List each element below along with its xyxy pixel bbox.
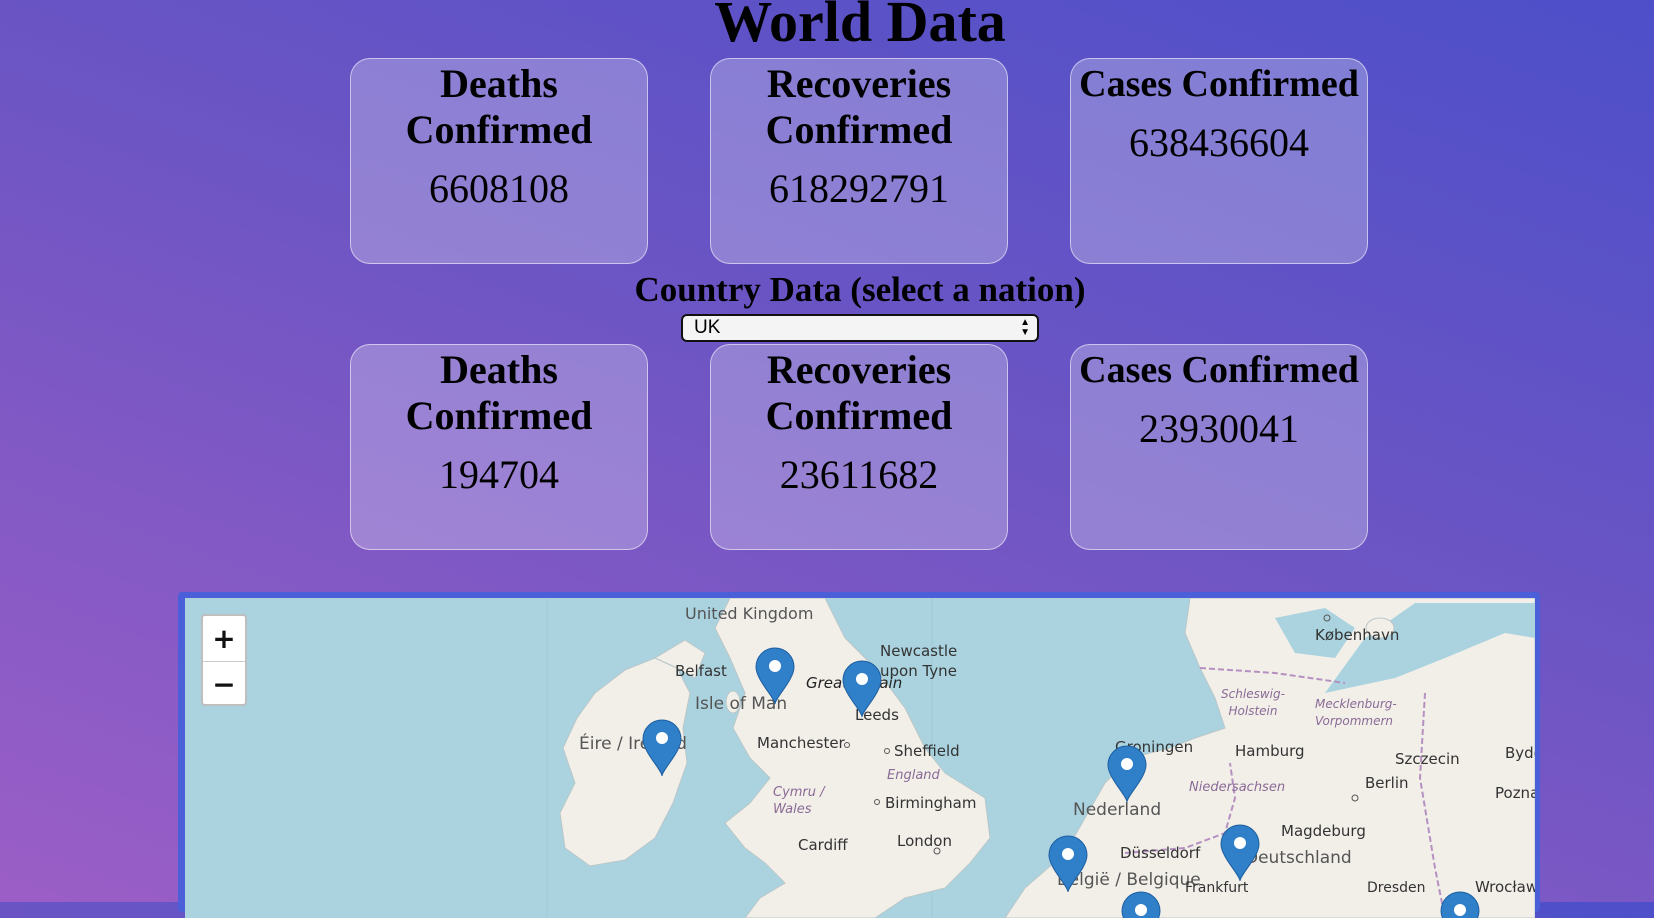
country-select[interactable]: UK ▲ ▼: [681, 314, 1039, 342]
map-label-niedersachsen: Niedersachsen: [1189, 780, 1286, 795]
select-arrows-icon: ▲ ▼: [1020, 317, 1030, 338]
land-continent: [1004, 598, 1535, 918]
map-tiles: [546, 598, 1535, 918]
zoom-divider: [203, 661, 245, 662]
card-value: 194704: [439, 452, 559, 497]
card-value: 23611682: [779, 452, 939, 497]
map-marker-icon[interactable]: [1121, 891, 1161, 918]
card-value: 23930041: [1139, 406, 1299, 451]
card-label: Recoveries Confirmed: [765, 61, 953, 152]
map-marker-icon[interactable]: [1440, 891, 1480, 918]
country-recoveries-card: Recoveries Confirmed 23611682: [710, 344, 1008, 550]
map-label-england: England: [887, 768, 940, 783]
map-label-cymru: Cymru / Wales: [773, 785, 825, 817]
map-label-dresden: Dresden: [1367, 880, 1426, 896]
card-label: Deaths Confirmed: [405, 61, 593, 152]
card-label: Deaths Confirmed: [405, 347, 593, 438]
map-label-dusseldorf: Düsseldorf: [1120, 844, 1201, 862]
map-frame: United Kingdom Newcastle upon Tyne Belfa…: [178, 592, 1540, 918]
map-label-sheffield: Sheffield: [894, 742, 960, 760]
map-label-uk: United Kingdom: [685, 604, 814, 623]
map-label-frankfurt: Frankfurt: [1185, 880, 1249, 896]
map-label-szczecin: Szczecin: [1395, 750, 1460, 768]
world-recoveries-card: Recoveries Confirmed 618292791: [710, 58, 1008, 264]
map-label-mecklenburg: Mecklenburg-Vorpommern: [1315, 697, 1397, 728]
country-deaths-card: Deaths Confirmed 194704: [350, 344, 648, 550]
map-marker-icon[interactable]: [642, 719, 682, 777]
map-marker-icon[interactable]: [1107, 745, 1147, 803]
map-label-wroclaw: Wrocław: [1475, 878, 1535, 896]
card-value: 618292791: [769, 166, 949, 211]
map-markers: [642, 647, 1480, 918]
map-label-bydgoszcz: Bydgoszcz: [1505, 744, 1535, 762]
map-marker-icon[interactable]: [1220, 824, 1260, 882]
map-label-berlin: Berlin: [1365, 774, 1409, 792]
card-label: Recoveries Confirmed: [765, 347, 953, 438]
zoom-out-button[interactable]: −: [212, 668, 236, 701]
card-value: 638436604: [1129, 120, 1309, 165]
map-label-hamburg: Hamburg: [1235, 742, 1305, 760]
map-label-birmingham: Birmingham: [885, 794, 977, 812]
map[interactable]: United Kingdom Newcastle upon Tyne Belfa…: [185, 598, 1535, 918]
map-marker-icon[interactable]: [1048, 835, 1088, 893]
page-title: World Data: [714, 0, 1006, 54]
country-section-title: Country Data (select a nation): [634, 270, 1086, 309]
map-label-belfast: Belfast: [675, 662, 727, 680]
country-select-value: UK: [694, 317, 721, 338]
country-cases-card: Cases Confirmed 23930041: [1070, 344, 1368, 550]
map-label-belgie: België / Belgique: [1057, 870, 1201, 890]
map-label-newcastle: Newcastle upon Tyne: [880, 642, 958, 680]
map-label-manchester: Manchester: [757, 734, 845, 752]
world-cases-card: Cases Confirmed 638436604: [1070, 58, 1368, 264]
map-label-nederland: Nederland: [1073, 800, 1162, 820]
card-label: Cases Confirmed: [1079, 349, 1359, 391]
map-label-kobenhavn: København: [1315, 626, 1400, 644]
map-label-london: London: [897, 832, 952, 850]
map-label-magdeburg: Magdeburg: [1281, 822, 1366, 840]
map-marker-icon[interactable]: [842, 660, 882, 718]
map-label-poznan: Poznań: [1495, 784, 1535, 802]
zoom-control: + −: [201, 614, 247, 706]
map-label-leeds: Leeds: [855, 706, 899, 724]
card-value: 6608108: [429, 166, 569, 211]
map-label-cardiff: Cardiff: [798, 836, 848, 854]
map-label-schleswig: Schleswig-Holstein: [1221, 687, 1285, 718]
map-label-deutschland: Deutschland: [1245, 848, 1352, 868]
world-deaths-card: Deaths Confirmed 6608108: [350, 58, 648, 264]
map-label-isle-of-man: Isle of Man: [695, 694, 788, 714]
card-label: Cases Confirmed: [1079, 63, 1359, 105]
zoom-in-button[interactable]: +: [212, 622, 236, 655]
map-marker-icon[interactable]: [755, 647, 795, 705]
